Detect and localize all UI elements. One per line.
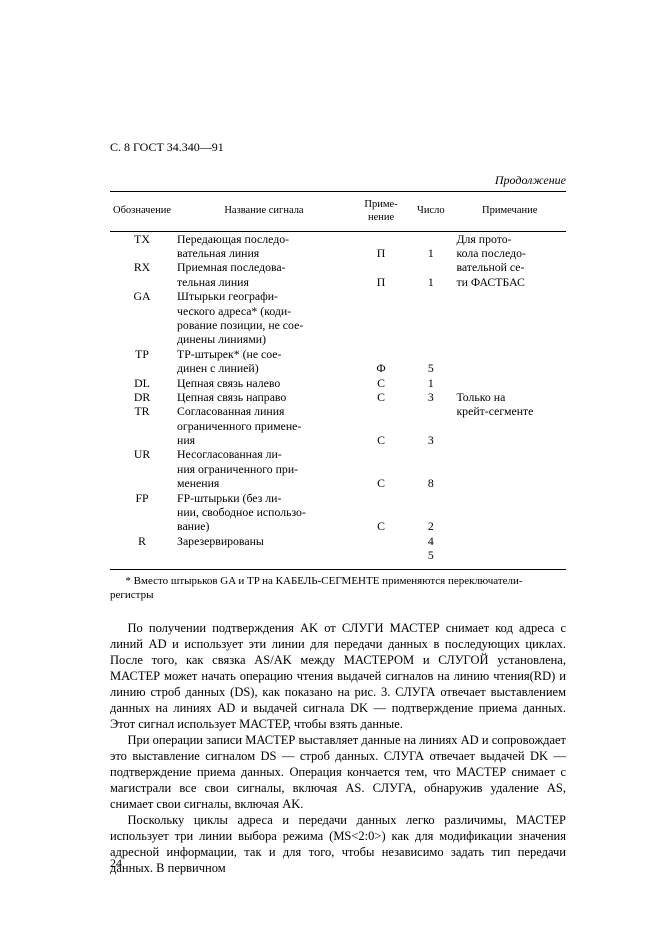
cell-name: Зарезервированы [174,534,354,569]
cell-prim: С [354,491,408,534]
cell-name: FP-штырьки (без ли- нии, свободное испол… [174,491,354,534]
cell-name: Несогласованная ли- ния ограниченного пр… [174,447,354,490]
cell-name: Цепная связь направо [174,390,354,404]
table-row: RX Приемная последова- тельная линияП1ва… [110,260,566,289]
cell-prim [354,534,408,569]
table-row: R Зарезервированы 4 5 [110,534,566,569]
cell-obs: UR [110,447,174,490]
cell-num: 5 [408,347,453,376]
table-row: TR Согласованная линия ограниченного при… [110,404,566,447]
cell-num: 2 [408,491,453,534]
cell-note: вательной се- ти ФАСТБАС [453,260,566,289]
table-row: TX Передающая последо- вательная линияП1… [110,231,566,260]
cell-name: Штырьки географи- ческого адреса* (коди-… [174,289,354,347]
cell-note [453,447,566,490]
table-footnote: * Вместо штырьков GA и TP на КАБЕЛЬ-СЕГМ… [110,574,566,602]
cell-name: Передающая последо- вательная линия [174,231,354,260]
th-obs: Обозначение [110,191,174,231]
cell-num [408,289,453,347]
cell-note: Для прото- кола последо- [453,231,566,260]
cell-obs: RX [110,260,174,289]
cell-prim: П [354,231,408,260]
cell-note: Только на [453,390,566,404]
th-name: Название сигнала [174,191,354,231]
cell-prim: С [354,404,408,447]
page-header: С. 8 ГОСТ 34.340—91 [110,140,566,155]
table-row: DL Цепная связь налевоС1 [110,376,566,390]
cell-note [453,347,566,376]
continuation-label: Продолжение [110,173,566,188]
paragraph: При операции записи МАСТЕР выставляет да… [110,732,566,812]
cell-obs: R [110,534,174,569]
th-note: Примечание [453,191,566,231]
paragraph: Поскольку циклы адреса и передачи данных… [110,812,566,876]
body-text: По получении подтверждения AK от СЛУГИ М… [110,620,566,876]
signals-table: Обозначение Название сигнала Приме- нени… [110,191,566,570]
cell-name: Приемная последова- тельная линия [174,260,354,289]
cell-name: Цепная связь налево [174,376,354,390]
cell-obs: TR [110,404,174,447]
cell-note [453,491,566,534]
cell-prim: С [354,390,408,404]
cell-num: 1 [408,231,453,260]
cell-obs: TP [110,347,174,376]
cell-note [453,534,566,569]
cell-prim: С [354,447,408,490]
cell-num: 4 5 [408,534,453,569]
cell-note [453,289,566,347]
table-row: TP TP-штырек* (не сое- динен с линией)Ф5 [110,347,566,376]
cell-obs: GA [110,289,174,347]
cell-num: 3 [408,404,453,447]
cell-obs: FP [110,491,174,534]
cell-num: 1 [408,376,453,390]
table-row: DR Цепная связь направоС3 Только на [110,390,566,404]
cell-obs: TX [110,231,174,260]
cell-num: 1 [408,260,453,289]
cell-prim: С [354,376,408,390]
cell-note: крейт-сегменте [453,404,566,447]
cell-num: 8 [408,447,453,490]
cell-num: 3 [408,390,453,404]
th-num: Число [408,191,453,231]
page-number: 24 [110,856,122,871]
cell-prim: П [354,260,408,289]
cell-prim [354,289,408,347]
cell-obs: DR [110,390,174,404]
cell-note [453,376,566,390]
cell-name: Согласованная линия ограниченного примен… [174,404,354,447]
cell-name: TP-штырек* (не сое- динен с линией) [174,347,354,376]
th-prim: Приме- нение [354,191,408,231]
cell-obs: DL [110,376,174,390]
table-row: FP FP-штырьки (без ли- нии, свободное ис… [110,491,566,534]
cell-prim: Ф [354,347,408,376]
table-row: GA Штырьки географи- ческого адреса* (ко… [110,289,566,347]
paragraph: По получении подтверждения AK от СЛУГИ М… [110,620,566,732]
table-row: UR Несогласованная ли- ния ограниченного… [110,447,566,490]
